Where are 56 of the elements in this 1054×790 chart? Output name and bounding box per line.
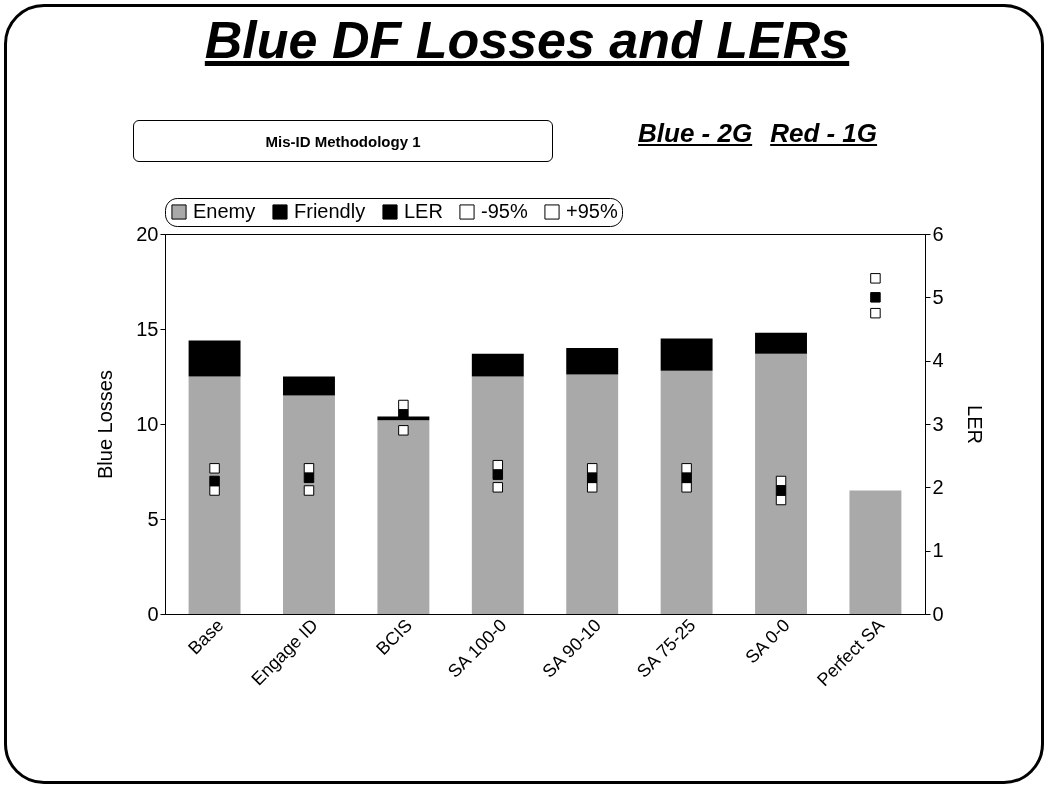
bar [566,374,619,614]
bar [188,376,241,614]
legend-label: -95% [481,200,528,222]
y-axis-title: Blue Losses [94,370,117,479]
text: Mis-ID Methodology 1 [133,120,553,162]
point [398,425,409,436]
legend-label: +95% [566,200,618,222]
y2-tick-label: 3 [932,412,944,435]
point [492,482,504,493]
y2-tick-label: 1 [932,539,944,562]
point [303,485,315,496]
y-tick-label: 20 [136,222,159,245]
y2-tick-label: 0 [932,602,944,625]
x-tick-label: SA 0-0 [741,615,794,668]
y-tick-label: 10 [136,412,159,435]
point [209,463,220,474]
point [586,463,598,474]
point [209,485,220,496]
point [870,292,881,303]
bar [660,370,713,614]
y2-tick-label: 6 [932,222,944,245]
point [209,475,220,487]
bar [283,395,335,614]
y-tick-label: 0 [147,602,159,625]
point [681,482,692,493]
legend-label: Friendly [294,200,366,222]
bar [471,376,524,614]
bar [188,340,241,377]
bar [660,338,713,371]
legend-label: Enemy [193,200,256,222]
y2-tick-label: 4 [932,349,944,372]
point [775,485,787,496]
bar [755,332,807,354]
point [870,307,881,319]
bar [377,420,430,614]
y-tick-label: 15 [136,317,159,340]
point [681,472,692,484]
point [586,482,598,493]
bar [755,353,807,614]
y-tick-label: 5 [147,507,159,530]
point [492,469,504,480]
y2-tick-label: 5 [932,285,944,308]
point [492,459,504,471]
bar [849,490,902,614]
bar [566,348,619,375]
chart-title: Blue DF Losses and LERs [203,10,851,70]
y2-tick-label: 2 [932,475,944,498]
point [303,472,315,484]
y2-axis-title: LER [963,405,986,444]
bar [283,376,335,396]
point [681,463,692,474]
text: Red - 1G [770,118,878,148]
bar [471,353,524,377]
legend-label: LER [404,200,443,222]
text: Blue - 2G [638,118,753,148]
point [586,472,598,484]
